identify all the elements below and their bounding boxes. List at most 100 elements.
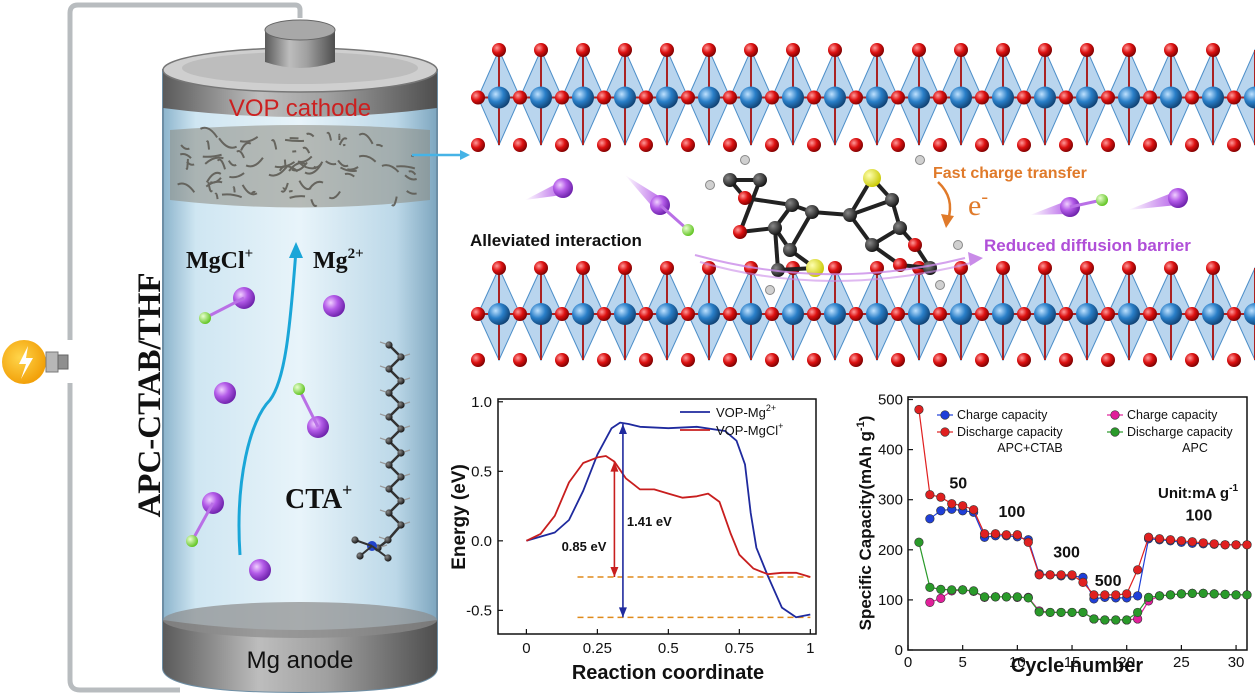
rate-label: 300 — [1053, 544, 1080, 561]
oxygen-atom — [975, 353, 989, 367]
fiber — [283, 159, 288, 169]
carbon-atom — [397, 473, 405, 481]
y-tick-label: 500 — [878, 392, 903, 409]
unit-label: Unit:mA g-1 — [1158, 483, 1238, 502]
fiber — [216, 158, 226, 170]
mgcl-label: MgCl+ — [186, 246, 253, 274]
vanadium-atom — [824, 303, 846, 325]
fast-charge-label: Fast charge transfer — [933, 165, 1087, 182]
fiber — [299, 163, 317, 170]
vanadium-atom — [1034, 86, 1056, 109]
carbon-atom — [397, 401, 405, 409]
oxygen-atom — [1185, 307, 1199, 321]
capacity-point — [1111, 615, 1121, 625]
fiber — [347, 166, 359, 171]
oxygen-atom — [660, 261, 674, 275]
alleviated-interaction-label: Alleviated interaction — [470, 231, 642, 250]
cl-atom — [1096, 194, 1108, 206]
capacity-point — [1034, 607, 1044, 617]
vanadium-atom — [908, 303, 930, 325]
oxygen-atom — [1017, 307, 1031, 321]
vanadium-atom — [698, 303, 720, 325]
fiber — [358, 154, 377, 163]
fiber — [245, 157, 264, 168]
vanadium-atom — [1118, 303, 1140, 325]
vanadium-atom — [992, 86, 1014, 109]
oxygen-atom — [891, 353, 905, 367]
fiber — [236, 150, 245, 159]
energy-legend: VOP-Mg2+VOP-MgCl+ — [680, 403, 783, 438]
oxygen-atom — [1122, 43, 1136, 57]
fiber — [406, 190, 417, 195]
oxygen-atom — [492, 43, 506, 57]
capacity-point — [1165, 535, 1176, 545]
cta-label: CTA+ — [285, 480, 352, 515]
vanadium-atom — [1076, 86, 1098, 109]
cathode-fiber-layer — [170, 125, 430, 208]
oxygen-atom — [1227, 138, 1241, 152]
vanadium-atom — [782, 303, 804, 325]
vanadium-atom — [950, 86, 972, 109]
capacity-point — [1176, 589, 1186, 599]
oxygen-atom — [660, 43, 674, 57]
charge-transfer-arrow — [937, 181, 952, 221]
oxygen-atom — [555, 307, 569, 321]
oxygen-atom — [744, 43, 758, 57]
electrolyte-label: APC-CTAB/THF — [132, 272, 168, 517]
oxygen-atom — [576, 261, 590, 275]
capacity-point — [1056, 570, 1066, 580]
oxygen-atom — [1080, 43, 1094, 57]
capacity-point — [1187, 588, 1197, 598]
rate-label: 500 — [1095, 573, 1122, 590]
capacity-x-label: Cycle number — [1011, 655, 1143, 677]
energy-plot-frame — [497, 398, 817, 635]
oxygen-atom — [1164, 261, 1178, 275]
oxygen-atom — [618, 261, 632, 275]
oxygen-atom — [807, 307, 821, 321]
fiber — [209, 177, 222, 184]
y-tick-label: 200 — [878, 542, 903, 559]
oxygen-atom — [733, 225, 747, 239]
oxygen-atom — [1101, 138, 1115, 152]
crystal-structure — [471, 43, 1255, 367]
carbon-atom — [385, 341, 393, 349]
sulfur-atom — [806, 259, 824, 277]
oxygen-atom — [1143, 138, 1157, 152]
fiber — [288, 190, 293, 193]
y-tick-label: 300 — [878, 492, 903, 509]
methyl-carbon — [356, 552, 364, 560]
fiber — [310, 199, 318, 207]
fiber — [289, 195, 306, 199]
barrier-label: 1.41 eV — [627, 514, 672, 529]
fiber — [270, 139, 278, 150]
legend-label: Charge capacity — [1127, 408, 1218, 422]
capacity-point — [1143, 532, 1154, 542]
carbon-atom — [385, 389, 393, 397]
vanadium-atom — [866, 86, 888, 109]
carbon-atom — [397, 377, 405, 385]
mg-cl-bond — [204, 296, 245, 320]
vanadium-atom — [1160, 303, 1182, 325]
oxygen-atom — [786, 43, 800, 57]
fiber — [202, 153, 222, 158]
capacity-point — [1242, 540, 1252, 550]
y-tick-label: 400 — [878, 442, 903, 459]
capacity-point — [1078, 577, 1088, 587]
oxygen-atom — [1206, 43, 1220, 57]
oxygen-atom — [1227, 353, 1241, 367]
capacity-point — [1067, 607, 1077, 618]
oxygen-atom — [849, 90, 863, 105]
vanadium-atom — [1160, 86, 1182, 109]
sulfur-atom — [863, 169, 881, 187]
cl-atom — [199, 312, 211, 324]
capacity-point — [1133, 565, 1143, 575]
vanadium-atom — [1202, 86, 1224, 109]
oxygen-atom — [933, 307, 947, 321]
fiber — [221, 193, 243, 199]
capacity-point — [925, 597, 935, 608]
oxygen-atom — [765, 138, 779, 152]
anode-plate — [163, 620, 437, 692]
energy-series-line — [526, 455, 811, 578]
oxygen-atom — [1185, 138, 1199, 152]
